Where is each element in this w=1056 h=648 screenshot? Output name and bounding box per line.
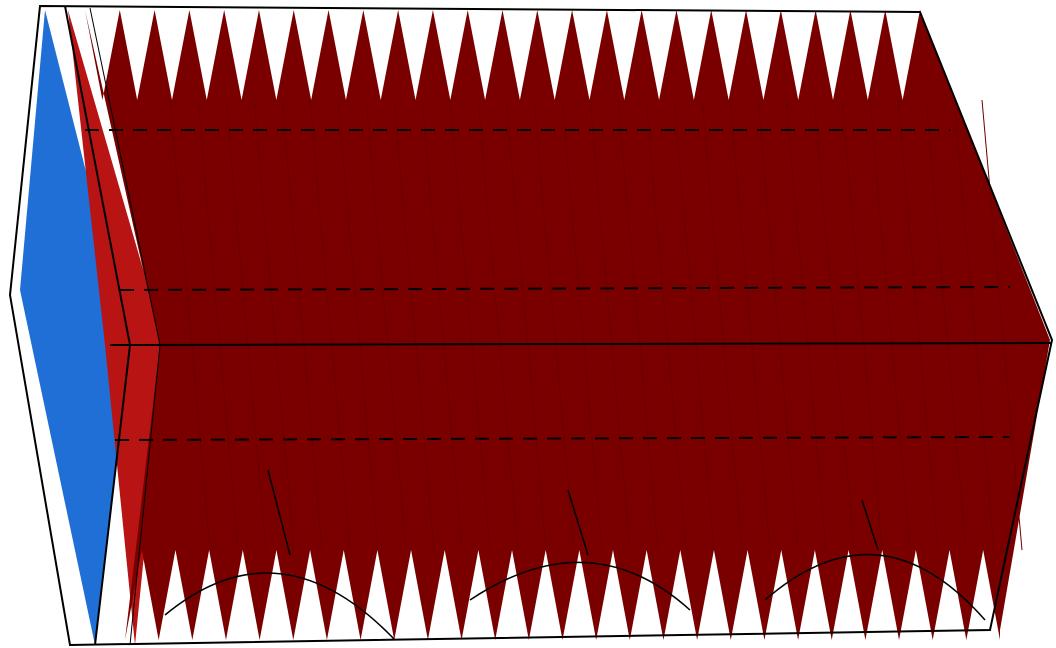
dark-red-body — [85, 10, 1050, 640]
render — [0, 0, 1056, 648]
dark-red-face — [85, 10, 1050, 640]
